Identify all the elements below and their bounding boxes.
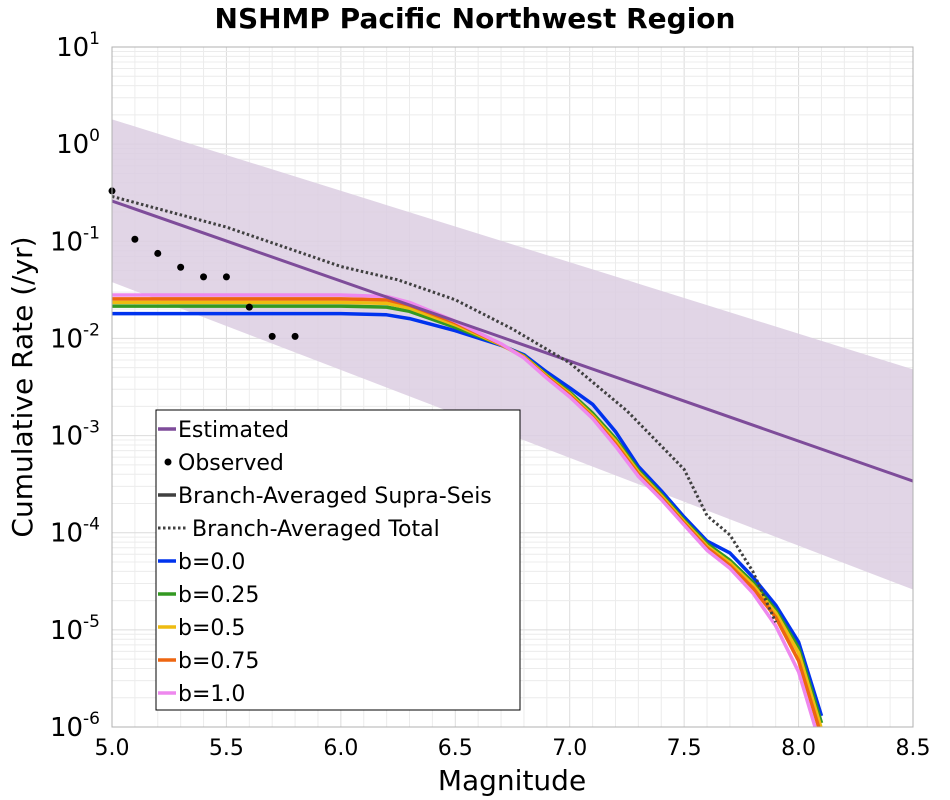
- legend-entry-b-0-75: b=0.75: [158, 649, 259, 674]
- y-tick-exponent: 1: [89, 29, 100, 49]
- y-tick-exponent: -3: [83, 418, 100, 438]
- legend-entry-observed: Observed: [164, 451, 284, 476]
- y-tick-label: 100: [56, 126, 100, 160]
- observed-point: [268, 332, 276, 340]
- x-tick-label: 8.0: [781, 736, 816, 761]
- x-tick-label: 5.5: [209, 736, 244, 761]
- y-tick-exponent: -4: [83, 515, 100, 535]
- observed-marker-layer: [108, 187, 299, 340]
- series-line-b-0-0: [112, 311, 824, 717]
- y-tick-base: 10: [50, 422, 83, 452]
- legend-label: Estimated: [178, 418, 289, 443]
- y-tick-label: 10-4: [50, 515, 100, 549]
- legend-entry-b-0-5: b=0.5: [158, 616, 245, 641]
- legend-label: Branch-Averaged Total: [192, 517, 440, 542]
- y-tick-base: 10: [50, 519, 83, 549]
- y-tick-base: 10: [50, 324, 83, 354]
- legend-box: [155, 409, 521, 711]
- x-tick-label: 8.5: [896, 736, 931, 761]
- legend: Estimated Observed Branch-Averaged Supra-S…: [155, 409, 521, 711]
- observed-point: [200, 273, 208, 281]
- x-tick-label: 7.5: [667, 736, 702, 761]
- y-tick-exponent: -2: [83, 320, 100, 340]
- observed-point: [222, 273, 230, 281]
- legend-entry-b-1-0: b=1.0: [158, 682, 245, 707]
- y-tick-label: 10-1: [50, 223, 100, 257]
- legend-label: b=1.0: [178, 682, 245, 707]
- chart-title: NSHMP Pacific Northwest Region: [215, 2, 736, 35]
- legend-label: b=0.5: [178, 616, 245, 641]
- y-tick-exponent: -5: [83, 612, 100, 632]
- legend-label: b=0.25: [178, 583, 259, 608]
- legend-entry-branch-averaged-supra-seis: Branch-Averaged Supra-Seis: [158, 484, 492, 509]
- observed-point: [291, 332, 299, 340]
- legend-label: Observed: [178, 451, 284, 476]
- x-tick-label: 7.0: [552, 736, 587, 761]
- legend-entry-b-0-25: b=0.25: [158, 583, 259, 608]
- y-tick-label: 10-3: [50, 418, 100, 452]
- y-tick-exponent: -6: [83, 709, 100, 729]
- y-tick-label: 10-2: [50, 320, 100, 354]
- y-tick-base: 10: [50, 227, 83, 257]
- legend-entry-b-0-0: b=0.0: [158, 550, 245, 575]
- y-tick-base: 10: [50, 713, 83, 743]
- y-tick-label: 101: [56, 29, 100, 63]
- y-tick-base: 10: [50, 616, 83, 646]
- legend-marker: [164, 458, 172, 466]
- x-axis-label: Magnitude: [438, 764, 586, 797]
- observed-point: [177, 263, 185, 271]
- y-tick-base: 10: [56, 33, 89, 63]
- plot-frame: [111, 46, 914, 728]
- x-tick-label: 6.5: [438, 736, 473, 761]
- y-tick-label: 10-5: [50, 612, 100, 646]
- uncertainty-band-layer: [112, 119, 913, 590]
- y-axis-label: Cumulative Rate (/yr): [6, 236, 39, 537]
- observed-point: [245, 303, 253, 311]
- series-layer: [112, 194, 913, 727]
- series-line-estimated: [112, 199, 913, 483]
- y-tick-label: 10-6: [50, 709, 100, 743]
- y-tick-exponent: -1: [83, 223, 100, 243]
- x-tick-label: 5.0: [95, 736, 130, 761]
- uncertainty-band: [112, 119, 913, 590]
- observed-point: [154, 249, 162, 257]
- series-line-b-1-0: [112, 293, 817, 727]
- legend-label: b=0.75: [178, 649, 259, 674]
- observed-point: [131, 235, 139, 243]
- legend-entry-estimated: Estimated: [158, 418, 289, 443]
- legend-entry-branch-averaged-total: Branch-Averaged Total: [158, 517, 440, 542]
- y-tick-base: 10: [56, 130, 89, 160]
- legend-label: Branch-Averaged Supra-Seis: [178, 484, 492, 509]
- legend-label: b=0.0: [178, 550, 245, 575]
- x-tick-label: 6.0: [323, 736, 358, 761]
- y-tick-exponent: 0: [89, 126, 100, 146]
- x-axis-ticks: 5.0 5.5 6.0 6.5 7.0 7.5 8.0 8.5: [95, 736, 931, 761]
